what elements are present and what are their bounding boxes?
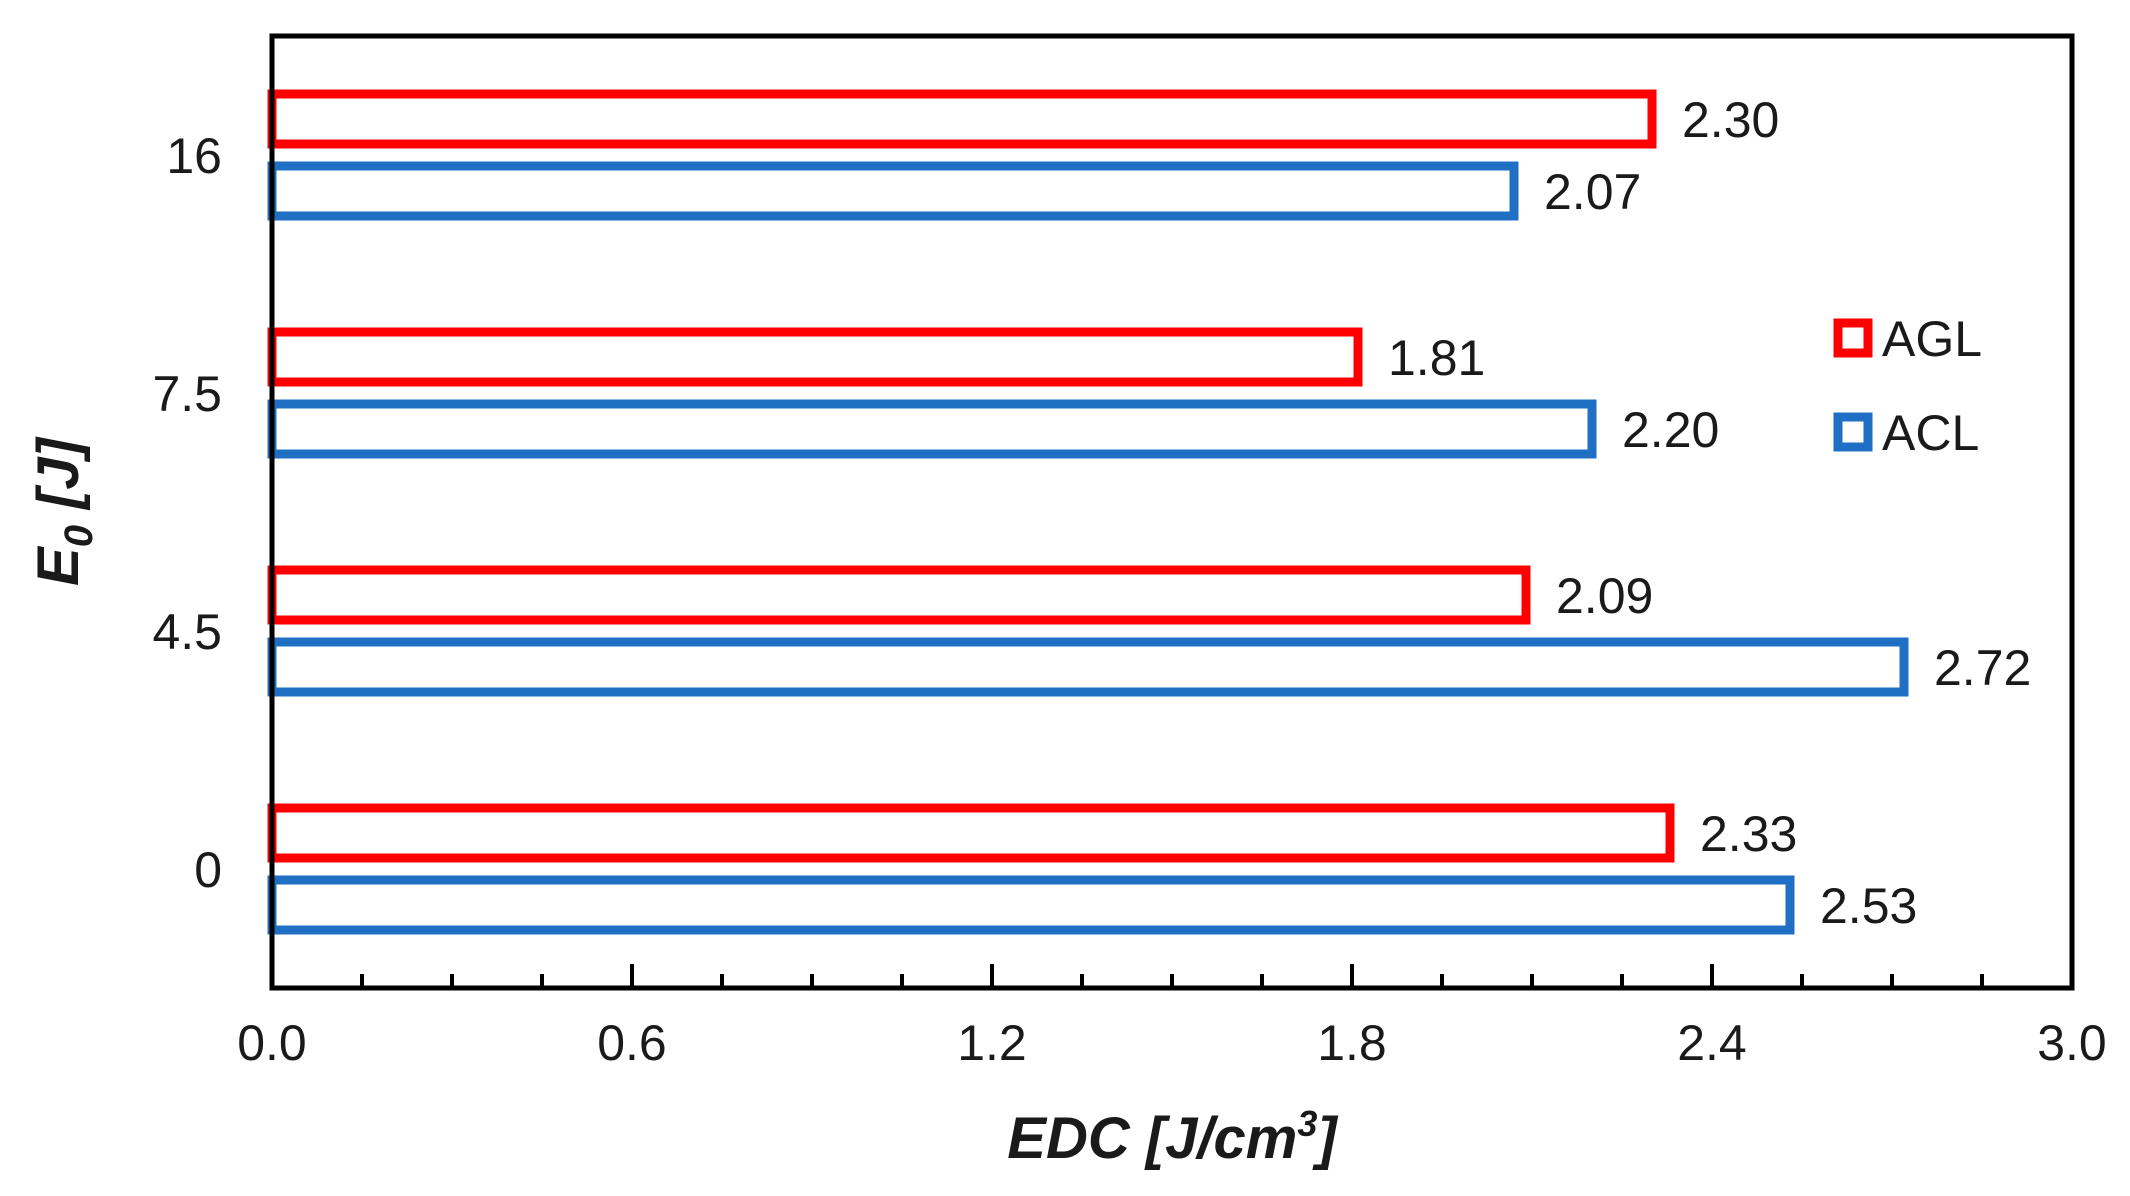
x-tick-label-3_0: 3.0	[2037, 1015, 2107, 1071]
plot-area-frame	[269, 33, 2075, 991]
legend-label-agl: AGL	[1882, 311, 1982, 367]
bar-agl-4_5	[267, 565, 1531, 625]
data-label-agl-4_5: 2.09	[1556, 568, 1653, 624]
bar-acl-16	[267, 161, 1519, 221]
y-axis-title: E0 [J]	[26, 436, 101, 586]
bars-layer	[267, 89, 1909, 935]
bar-agl-0	[267, 803, 1675, 863]
y-axis-title-tail: [J]	[26, 436, 91, 525]
bar-acl-7_5	[267, 399, 1597, 459]
x-tick-label-1_2: 1.2	[957, 1015, 1027, 1071]
data-label-agl-7_5: 1.81	[1388, 330, 1485, 386]
legend-swatch-acl	[1833, 412, 1873, 452]
x-tick-label-2_4: 2.4	[1677, 1015, 1747, 1071]
y-tick-label-7_5: 7.5	[152, 366, 222, 422]
bar-agl-7_5	[267, 327, 1363, 387]
x-axis-title: EDC [J/cm3]	[1007, 1103, 1338, 1171]
data-labels-layer: 2.30 2.07 1.81 2.20 2.09 2.72 2.33 2.53	[1388, 92, 2031, 934]
data-label-acl-0: 2.53	[1820, 878, 1917, 934]
y-axis-title-main: E	[26, 545, 91, 586]
x-axis-title-tail: ]	[1312, 1106, 1338, 1171]
legend-item-acl: ACL	[1833, 405, 1979, 461]
bar-agl-16	[267, 89, 1657, 149]
bar-acl-0	[267, 875, 1795, 935]
y-tick-label-4_5: 4.5	[152, 604, 222, 660]
y-axis-category-labels: 16 7.5 4.5 0	[152, 128, 222, 898]
data-label-acl-7_5: 2.20	[1622, 402, 1719, 458]
legend-label-acl: ACL	[1882, 405, 1979, 461]
x-axis-ticks: 0.0 0.6 1.2 1.8 2.4 3.0	[237, 964, 2107, 1071]
x-axis-title-superscript: 3	[1297, 1103, 1317, 1144]
x-tick-label-0_6: 0.6	[597, 1015, 667, 1071]
legend-swatch-agl	[1833, 318, 1873, 358]
legend-item-agl: AGL	[1833, 311, 1982, 367]
legend: AGL ACL	[1833, 311, 1982, 461]
x-tick-label-0_0: 0.0	[237, 1015, 307, 1071]
x-axis-title-main: EDC [J/cm	[1007, 1106, 1297, 1171]
y-axis-title-subscript: 0	[57, 525, 101, 547]
data-label-acl-16: 2.07	[1544, 164, 1641, 220]
data-label-agl-16: 2.30	[1682, 92, 1779, 148]
x-tick-label-1_8: 1.8	[1317, 1015, 1387, 1071]
y-tick-label-16: 16	[166, 128, 222, 184]
y-tick-label-0: 0	[194, 842, 222, 898]
bar-acl-4_5	[267, 637, 1909, 697]
data-label-acl-4_5: 2.72	[1934, 640, 2031, 696]
data-label-agl-0: 2.33	[1700, 806, 1797, 862]
